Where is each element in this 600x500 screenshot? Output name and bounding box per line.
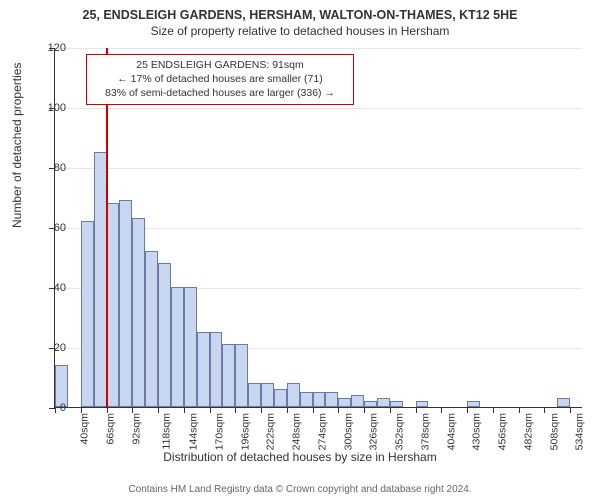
y-tick-label: 20 bbox=[38, 342, 66, 354]
y-axis-label: Number of detached properties bbox=[10, 63, 24, 228]
grid-line bbox=[55, 108, 582, 109]
x-tick bbox=[184, 407, 185, 413]
x-tick-label: 170sqm bbox=[213, 413, 225, 450]
histogram-bar bbox=[158, 263, 171, 407]
x-tick-label: 118sqm bbox=[161, 413, 173, 450]
histogram-bar bbox=[390, 401, 403, 407]
histogram-bar bbox=[300, 392, 313, 407]
info-box-line1: 25 ENDSLEIGH GARDENS: 91sqm bbox=[95, 58, 345, 72]
chart-area: 40sqm66sqm92sqm118sqm144sqm170sqm196sqm2… bbox=[54, 48, 582, 408]
x-tick-label: 248sqm bbox=[290, 413, 302, 450]
histogram-bar bbox=[338, 398, 351, 407]
x-tick-label: 326sqm bbox=[368, 413, 380, 450]
histogram-bar bbox=[364, 401, 377, 407]
grid-line bbox=[55, 48, 582, 49]
x-tick-label: 66sqm bbox=[104, 413, 116, 445]
histogram-bar bbox=[81, 221, 94, 407]
x-tick bbox=[570, 407, 571, 413]
chart-title-sub: Size of property relative to detached ho… bbox=[0, 22, 600, 38]
histogram-bar bbox=[313, 392, 326, 407]
histogram-bar bbox=[557, 398, 570, 407]
x-tick bbox=[287, 407, 288, 413]
histogram-bar bbox=[107, 203, 120, 407]
histogram-bar bbox=[377, 398, 390, 407]
chart-title-main: 25, ENDSLEIGH GARDENS, HERSHAM, WALTON-O… bbox=[0, 0, 600, 22]
x-tick-label: 482sqm bbox=[522, 413, 534, 450]
chart-footer: Contains HM Land Registry data © Crown c… bbox=[0, 484, 600, 497]
info-box-line2: ← 17% of detached houses are smaller (71… bbox=[95, 72, 345, 86]
histogram-bar bbox=[184, 287, 197, 407]
x-tick-label: 222sqm bbox=[265, 413, 277, 450]
x-tick bbox=[261, 407, 262, 413]
y-tick-label: 0 bbox=[38, 402, 66, 414]
x-tick-label: 92sqm bbox=[130, 413, 142, 445]
x-tick bbox=[544, 407, 545, 413]
y-tick-label: 80 bbox=[38, 162, 66, 174]
x-tick bbox=[158, 407, 159, 413]
y-tick-label: 100 bbox=[38, 102, 66, 114]
histogram-bar bbox=[248, 383, 261, 407]
histogram-bar bbox=[351, 395, 364, 407]
x-tick-label: 40sqm bbox=[79, 413, 91, 445]
x-tick bbox=[81, 407, 82, 413]
x-tick bbox=[313, 407, 314, 413]
x-tick bbox=[132, 407, 133, 413]
info-box-line3: 83% of semi-detached houses are larger (… bbox=[95, 86, 345, 100]
x-tick bbox=[210, 407, 211, 413]
histogram-bar bbox=[119, 200, 132, 407]
histogram-bar bbox=[55, 365, 68, 407]
histogram-bar bbox=[222, 344, 235, 407]
x-tick bbox=[441, 407, 442, 413]
x-tick-label: 456sqm bbox=[496, 413, 508, 450]
histogram-bar bbox=[467, 401, 480, 407]
x-tick bbox=[364, 407, 365, 413]
histogram-bar bbox=[145, 251, 158, 407]
histogram-bar bbox=[261, 383, 274, 407]
histogram-bar bbox=[274, 389, 287, 407]
histogram-bar bbox=[416, 401, 429, 407]
histogram-bar bbox=[325, 392, 338, 407]
histogram-bar bbox=[132, 218, 145, 407]
x-tick-label: 534sqm bbox=[574, 413, 586, 450]
x-tick-label: 144sqm bbox=[187, 413, 199, 450]
x-tick-label: 274sqm bbox=[316, 413, 328, 450]
x-axis-label: Distribution of detached houses by size … bbox=[0, 450, 600, 464]
x-tick-label: 352sqm bbox=[393, 413, 405, 450]
histogram-bar bbox=[235, 344, 248, 407]
x-tick bbox=[107, 407, 108, 413]
x-tick bbox=[467, 407, 468, 413]
x-tick bbox=[519, 407, 520, 413]
footer-line1: Contains HM Land Registry data © Crown c… bbox=[0, 484, 600, 497]
y-tick-label: 60 bbox=[38, 222, 66, 234]
histogram-bar bbox=[197, 332, 210, 407]
x-tick-label: 508sqm bbox=[548, 413, 560, 450]
histogram-bar bbox=[210, 332, 223, 407]
x-tick-label: 196sqm bbox=[239, 413, 251, 450]
x-tick-label: 430sqm bbox=[471, 413, 483, 450]
x-tick bbox=[416, 407, 417, 413]
x-tick-label: 300sqm bbox=[342, 413, 354, 450]
histogram-bar bbox=[171, 287, 184, 407]
x-tick-label: 378sqm bbox=[419, 413, 431, 450]
grid-line bbox=[55, 168, 582, 169]
y-tick-label: 120 bbox=[38, 42, 66, 54]
info-box: 25 ENDSLEIGH GARDENS: 91sqm ← 17% of det… bbox=[86, 54, 354, 105]
x-tick bbox=[493, 407, 494, 413]
histogram-bar bbox=[287, 383, 300, 407]
x-tick bbox=[338, 407, 339, 413]
x-tick-label: 404sqm bbox=[445, 413, 457, 450]
x-tick bbox=[390, 407, 391, 413]
x-tick bbox=[235, 407, 236, 413]
y-tick-label: 40 bbox=[38, 282, 66, 294]
